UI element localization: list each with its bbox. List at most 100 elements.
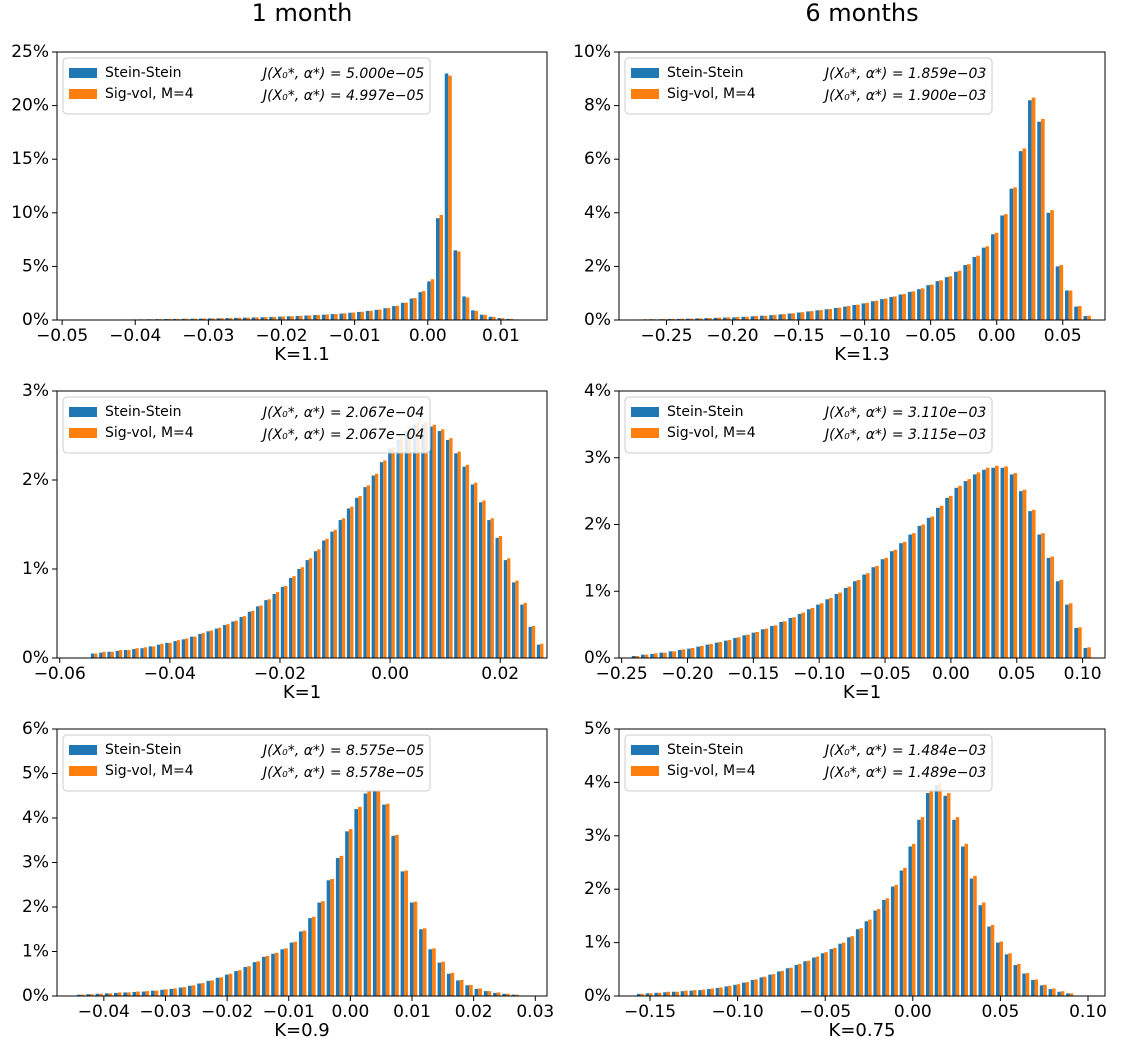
bar [251,611,254,658]
annotation: J(X₀*, α*) = 8.578e−05 [260,765,424,781]
bar [248,612,251,658]
bar [865,303,869,320]
bar [689,991,693,996]
bar [751,316,755,320]
bar [133,992,137,996]
bar [816,605,820,658]
bar [1046,213,1050,320]
bar [945,498,949,658]
bar [761,629,765,658]
bar [930,285,934,320]
bar [834,308,838,320]
bar [1008,953,1012,996]
bar [973,474,977,658]
y-tick-label: 2% [22,470,49,490]
bar [1069,603,1073,658]
bar [1019,151,1023,320]
bar [345,831,349,996]
bar [770,626,774,658]
bar [480,315,484,320]
bar [691,648,695,658]
bar [537,645,540,658]
bar [795,965,799,996]
bar [457,251,461,320]
y-tick-label: 0% [22,986,49,1006]
bar [392,306,396,320]
bar [229,974,233,996]
bar [797,312,801,320]
bar [308,315,312,320]
bar [940,506,944,658]
bar [375,474,378,658]
legend-swatch [69,766,97,776]
bar [927,518,931,658]
bar [675,992,679,996]
bar [1037,535,1041,658]
bar [967,479,971,658]
bar [838,944,842,996]
bar [921,525,925,659]
bar [391,836,395,996]
bar [325,539,328,658]
bar [1040,985,1044,996]
bar [764,316,768,320]
bar [947,793,951,996]
bar [977,472,981,658]
bar [380,462,383,658]
bar [884,299,888,320]
legend-swatch [69,745,97,755]
bar [672,651,676,658]
bar [136,992,140,996]
bar [366,311,370,320]
bar [877,909,881,996]
bar [1087,316,1091,320]
bar [1022,974,1026,996]
bar [140,648,143,658]
x-tick-label: −0.03 [182,326,234,346]
bar [728,986,732,996]
bar [327,880,331,996]
x-tick-label: 0.00 [932,664,970,684]
bar [696,647,700,658]
bar [512,582,515,658]
bar [94,654,97,658]
bar [142,992,146,996]
bar [118,992,122,996]
bar [917,820,921,996]
bar [290,316,294,320]
bar [1026,973,1030,996]
bar [155,991,159,996]
bar [471,484,474,658]
bar [330,879,334,996]
y-tick-label: 6% [22,719,49,739]
bar [123,992,127,996]
bar [1000,215,1004,320]
bar [866,573,870,658]
bar [967,264,971,320]
bar [1013,187,1017,320]
bar [361,312,365,320]
x-tick-label: −0.01 [263,1002,315,1022]
bar [268,599,271,658]
bar [786,968,790,996]
bar [240,617,243,658]
bar [700,646,704,658]
bar [144,647,147,658]
bar [856,929,860,996]
annotation: J(X₀*, α*) = 1.489e−03 [822,765,986,781]
bar [900,871,904,996]
bar [991,468,995,658]
bar [663,992,667,996]
bar [282,316,286,320]
bar [296,316,300,320]
bar [496,538,499,658]
y-tick-label: 3% [584,826,611,846]
bar [201,983,205,996]
bar [773,315,777,320]
bar [807,609,811,658]
bar [475,311,479,320]
bar [893,296,897,320]
bar [815,310,819,320]
